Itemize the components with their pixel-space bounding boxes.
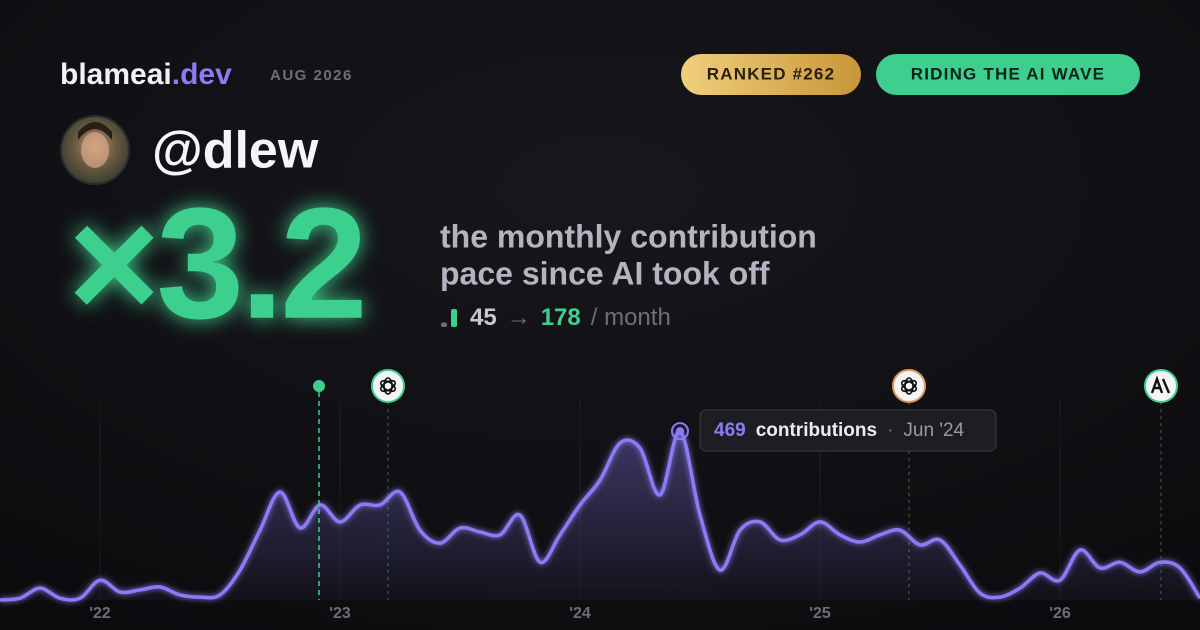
event-dot bbox=[313, 380, 325, 392]
tooltip-value: 469 bbox=[714, 420, 746, 441]
openai-icon bbox=[371, 369, 405, 403]
event-markers bbox=[313, 369, 1178, 600]
mini-bar bbox=[441, 322, 447, 327]
badge-rank bbox=[681, 54, 861, 95]
x-tick-label: '26 bbox=[1049, 605, 1071, 622]
line bbox=[0, 429, 1200, 602]
area bbox=[0, 431, 1200, 600]
openai-glyph bbox=[379, 377, 397, 395]
chart: '22 '23 '24 '25 '26 bbox=[0, 400, 1200, 622]
openai-glyph bbox=[900, 377, 918, 395]
pace-before: 45 bbox=[470, 304, 497, 331]
pace-arrow: → bbox=[507, 304, 531, 331]
brand: blameai.dev bbox=[60, 58, 232, 91]
tooltip: 469 contributions · Jun '24 bbox=[699, 409, 997, 452]
openai-icon bbox=[892, 369, 926, 403]
avatar-hair bbox=[78, 122, 112, 140]
pace-unit: / month bbox=[591, 304, 671, 331]
highlight-ring bbox=[671, 422, 689, 441]
user-handle: @dlew bbox=[152, 122, 319, 180]
period: AUG 2026 bbox=[270, 67, 353, 84]
badge-wave-text: RIDING THE AI WAVE bbox=[911, 64, 1105, 83]
tooltip-text: 469 contributions · Jun '24 bbox=[714, 420, 965, 441]
badge-wave bbox=[876, 54, 1140, 95]
anthropic-icon bbox=[1144, 369, 1178, 403]
tooltip-box bbox=[699, 409, 997, 452]
tooltip-date: Jun '24 bbox=[903, 420, 964, 441]
x-tick-label: '22 bbox=[89, 605, 111, 622]
tooltip-sep: · bbox=[887, 420, 893, 441]
highlight-dot bbox=[676, 427, 684, 436]
pace-after: 178 bbox=[541, 304, 581, 331]
mini-bars bbox=[441, 309, 457, 327]
multiplier: ×3.2 bbox=[68, 176, 364, 352]
caption-line: pace since AI took off bbox=[440, 255, 770, 291]
mini-bar bbox=[451, 309, 457, 327]
tooltip-unit: contributions bbox=[756, 420, 877, 441]
x-tick-label: '25 bbox=[809, 605, 831, 622]
caption-line: the monthly contribution bbox=[440, 218, 817, 254]
anthropic-glyph bbox=[1150, 375, 1171, 394]
brand-name: blameai bbox=[60, 58, 172, 91]
badge-rank-text: RANKED #262 bbox=[707, 64, 835, 83]
x-tick-label: '23 bbox=[329, 605, 351, 622]
pace: 45 → 178 / month bbox=[470, 304, 671, 331]
x-tick-label: '24 bbox=[569, 605, 591, 622]
avatar-face bbox=[81, 132, 109, 168]
brand-tld: .dev bbox=[172, 58, 232, 91]
